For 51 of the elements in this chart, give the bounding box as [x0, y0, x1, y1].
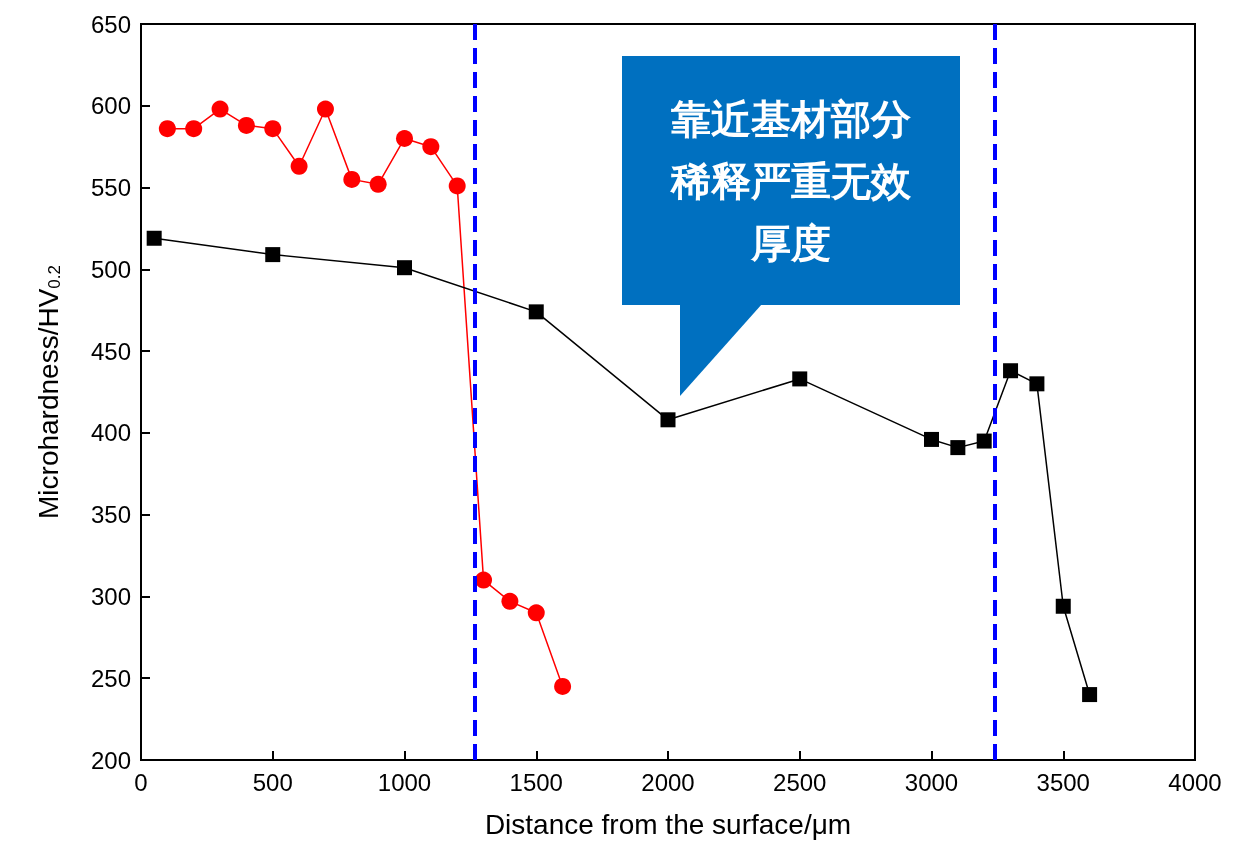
point: [265, 247, 281, 263]
point: [528, 304, 544, 320]
x-tick-label: 0: [134, 768, 148, 796]
x-axis-title: Distance from the surface/μm: [484, 808, 852, 840]
x-tick-label: 1000: [377, 768, 432, 796]
x-tick-label: 1500: [509, 768, 563, 796]
point: [1055, 598, 1071, 614]
x-tick-label: 500: [252, 768, 293, 796]
point: [211, 100, 229, 118]
point: [396, 129, 413, 147]
y-tick-label: 550: [90, 174, 131, 202]
point: [343, 170, 361, 188]
y-tick-label: 200: [90, 746, 131, 774]
y-tick-label: 300: [90, 582, 131, 610]
x-tick-label: 4000: [1168, 768, 1222, 796]
point: [290, 157, 308, 175]
y-tick-label: 250: [90, 664, 131, 692]
point: [950, 440, 966, 456]
point: [397, 260, 412, 276]
point: [264, 120, 282, 138]
annotation: 靠近基材部分稀释严重无效厚度: [669, 94, 912, 268]
point: [158, 120, 176, 138]
point: [237, 116, 255, 134]
point: [1029, 376, 1045, 392]
point: [501, 592, 519, 610]
point: [146, 230, 162, 246]
point: [554, 677, 572, 695]
y-tick-label: 350: [90, 501, 131, 529]
point: [422, 138, 440, 156]
y-tick-label: 650: [90, 10, 131, 38]
point: [792, 371, 808, 387]
x-tick-label: 3000: [904, 768, 959, 796]
point: [316, 100, 334, 118]
point: [448, 177, 466, 195]
point: [1082, 687, 1098, 703]
y-tick-label: 600: [90, 92, 131, 120]
y-axis-title: Microhardness/HV0.2: [33, 265, 64, 519]
point: [475, 571, 493, 589]
point: [369, 175, 387, 193]
x-tick-label: 2000: [641, 768, 695, 796]
point: [185, 120, 203, 138]
point: [527, 604, 545, 622]
y-tick-label: 400: [90, 419, 131, 447]
x-tick-label: 2500: [773, 768, 827, 796]
y-tick-label: 450: [90, 337, 131, 365]
point: [660, 412, 676, 428]
x-tick-label: 3500: [1036, 768, 1090, 796]
point: [924, 431, 939, 447]
y-tick-label: 500: [90, 255, 131, 283]
point: [976, 433, 992, 449]
point: [1003, 363, 1019, 379]
